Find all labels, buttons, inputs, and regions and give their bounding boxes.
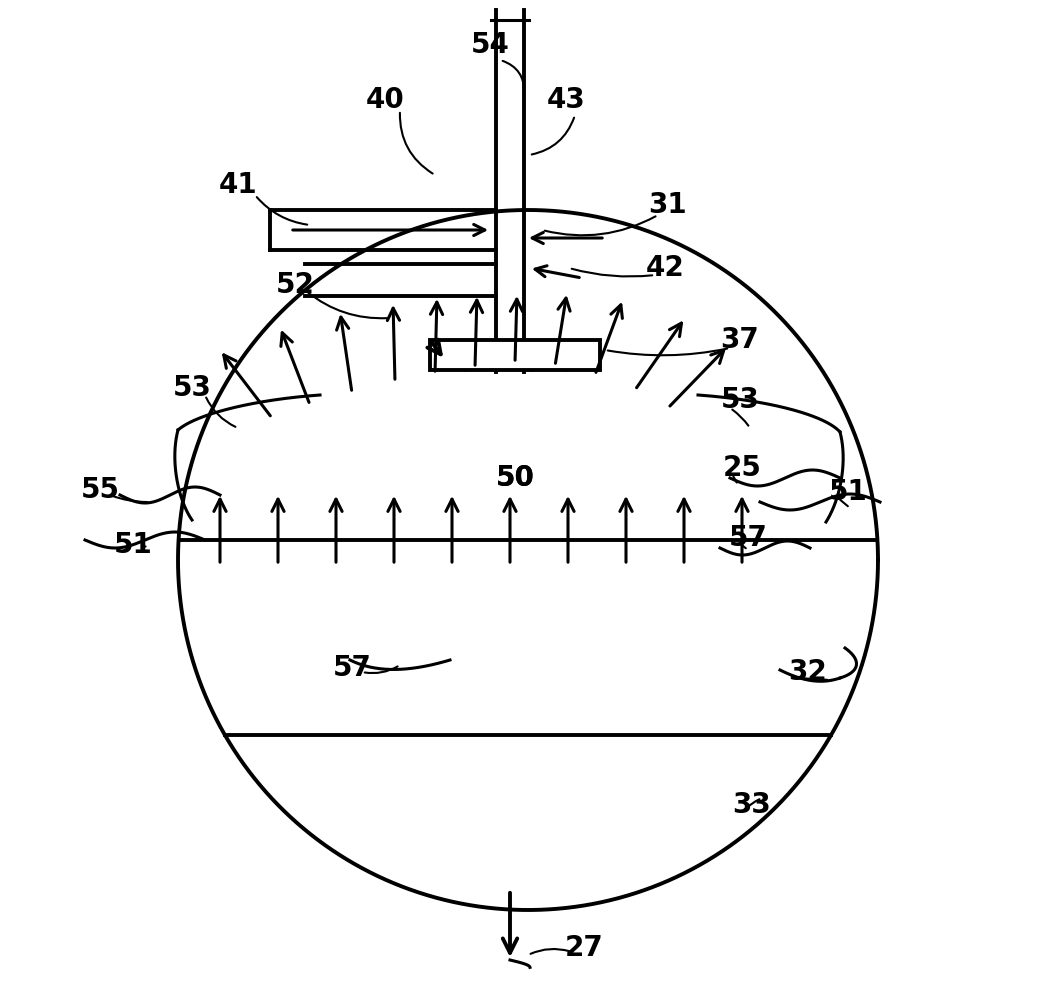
Text: 55: 55 (80, 476, 119, 504)
Text: 57: 57 (333, 654, 371, 682)
Text: 40: 40 (366, 86, 405, 114)
Text: 37: 37 (721, 326, 759, 354)
Text: 32: 32 (789, 658, 828, 686)
Text: 53: 53 (172, 374, 211, 402)
Text: 31: 31 (649, 191, 687, 219)
Text: 51: 51 (113, 531, 152, 559)
Text: 50: 50 (496, 464, 535, 492)
Text: 54: 54 (470, 31, 509, 59)
Text: 33: 33 (733, 791, 772, 819)
Text: 41: 41 (219, 171, 257, 199)
Text: 50: 50 (496, 464, 535, 492)
Text: 57: 57 (728, 524, 767, 552)
Text: 25: 25 (723, 454, 761, 482)
Text: 51: 51 (829, 478, 868, 506)
Text: 52: 52 (276, 271, 314, 299)
Text: 43: 43 (546, 86, 586, 114)
Text: 42: 42 (646, 254, 684, 282)
Bar (430, 340, 600, 370)
Text: 27: 27 (564, 934, 604, 962)
Text: 53: 53 (721, 386, 759, 414)
